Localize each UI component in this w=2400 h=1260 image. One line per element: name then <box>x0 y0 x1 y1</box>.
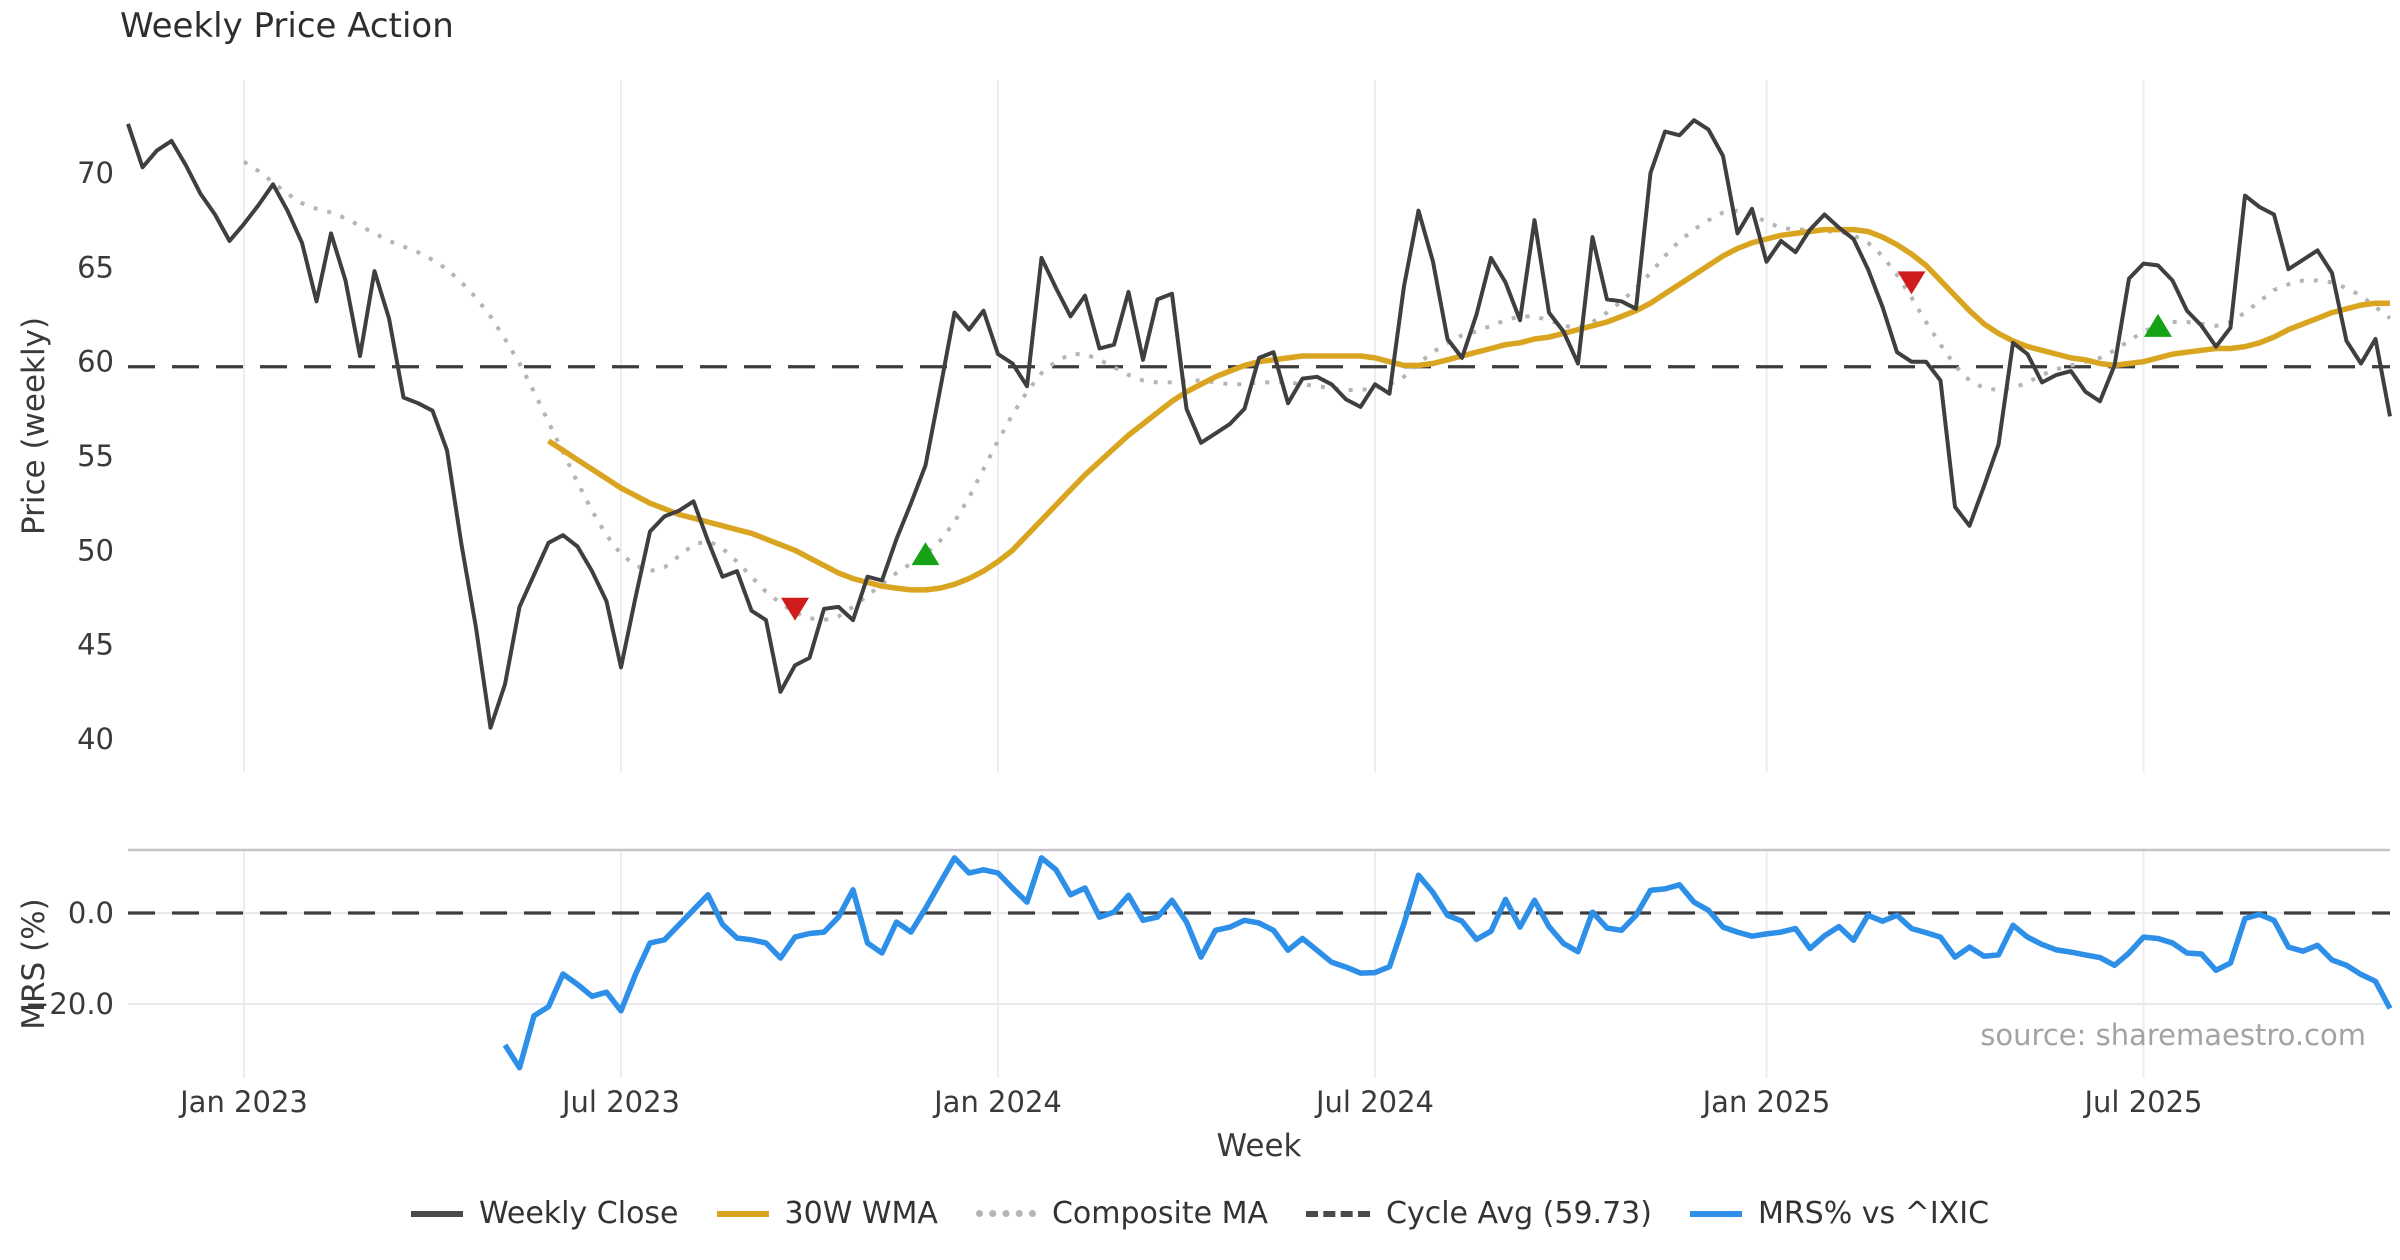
legend-label: Weekly Close <box>478 1196 679 1231</box>
price-ytick-label: 55 <box>77 439 114 473</box>
mrs-axis-label: MRS (%) <box>16 898 52 1029</box>
mrs-ytick-label: 0.0 <box>68 896 114 930</box>
legend-label: 30W WMA <box>784 1196 938 1231</box>
chart-legend: Weekly Close 30W WMA Composite MA Cycle … <box>0 1196 2400 1231</box>
legend-label: Cycle Avg (59.73) <box>1386 1196 1652 1231</box>
price-ytick-label: 70 <box>77 156 114 190</box>
x-tick-label: Jul 2023 <box>560 1085 680 1119</box>
legend-item-weekly-close: Weekly Close <box>410 1196 679 1231</box>
wma-line <box>547 226 2390 593</box>
composite-ma-line <box>242 160 2392 623</box>
legend-item-mrs: MRS% vs ^IXIC <box>1689 1196 1990 1231</box>
x-tick-label: Jan 2024 <box>932 1085 1062 1119</box>
price-ytick-label: 50 <box>77 533 114 567</box>
legend-label: Composite MA <box>1051 1196 1269 1231</box>
x-axis-label: Week <box>1217 1128 1302 1164</box>
weekly-close-line-icon <box>410 1210 463 1217</box>
cycle-avg-line-icon <box>1306 1210 1371 1217</box>
price-ytick-label: 60 <box>77 345 114 379</box>
x-tick-label: Jan 2025 <box>1701 1085 1831 1119</box>
mrs-line-icon <box>1689 1210 1742 1217</box>
legend-item-30w-wma: 30W WMA <box>716 1196 938 1231</box>
sell-signal-icon <box>1897 271 1926 295</box>
legend-item-composite-ma: Composite MA <box>975 1196 1269 1231</box>
price-ytick-label: 65 <box>77 250 114 284</box>
price-ytick-label: 45 <box>77 628 114 662</box>
page-title: Weekly Price Action <box>120 6 454 46</box>
price-ytick-label: 40 <box>77 722 114 756</box>
weekly-close-line <box>126 118 2392 730</box>
mrs-line <box>502 855 2393 1071</box>
composite-ma-line-icon <box>975 1210 1036 1217</box>
mrs-ytick-label: −20.0 <box>25 987 114 1021</box>
legend-label: MRS% vs ^IXIC <box>1757 1196 1990 1231</box>
sell-signal-icon <box>781 597 809 621</box>
buy-signal-icon <box>911 542 940 566</box>
x-tick-label: Jul 2024 <box>1314 1085 1434 1119</box>
legend-item-cycle-avg: Cycle Avg (59.73) <box>1306 1196 1652 1231</box>
wma-line-icon <box>716 1210 769 1217</box>
source-note: source: sharemaestro.com <box>1980 1018 2366 1052</box>
price-axis-label: Price (weekly) <box>16 317 52 535</box>
x-tick-label: Jul 2025 <box>2082 1085 2202 1119</box>
x-tick-label: Jan 2023 <box>178 1085 308 1119</box>
buy-signal-icon <box>2144 313 2172 337</box>
